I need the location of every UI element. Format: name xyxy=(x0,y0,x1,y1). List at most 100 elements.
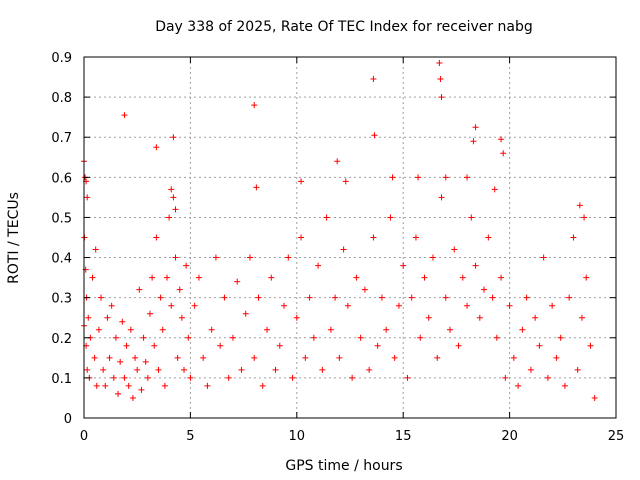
data-point xyxy=(306,294,313,301)
data-point xyxy=(91,354,98,361)
data-point xyxy=(123,342,130,349)
data-point xyxy=(251,102,258,109)
data-point xyxy=(336,354,343,361)
data-point xyxy=(389,174,396,181)
data-point xyxy=(144,374,151,381)
data-point xyxy=(523,294,530,301)
data-point xyxy=(527,366,534,373)
data-point xyxy=(140,334,147,341)
data-point xyxy=(191,302,198,309)
y-tick-label: 0.8 xyxy=(51,91,72,106)
data-point xyxy=(370,76,377,83)
data-point xyxy=(391,354,398,361)
data-point xyxy=(104,314,111,321)
data-point xyxy=(85,314,92,321)
data-point xyxy=(437,76,444,83)
data-point xyxy=(251,354,258,361)
y-tick-label: 0.3 xyxy=(51,292,72,307)
data-point xyxy=(298,178,305,185)
data-point xyxy=(168,186,175,193)
data-point xyxy=(349,374,356,381)
data-point xyxy=(212,254,219,261)
data-point xyxy=(515,382,522,389)
data-point xyxy=(119,318,126,325)
data-point xyxy=(159,326,166,333)
data-point xyxy=(570,234,577,241)
data-point xyxy=(417,334,424,341)
data-point xyxy=(242,310,249,317)
data-point xyxy=(576,202,583,209)
data-point xyxy=(281,302,288,309)
data-point xyxy=(323,214,330,221)
data-point xyxy=(566,294,573,301)
data-point xyxy=(132,354,139,361)
data-point xyxy=(408,294,415,301)
data-point xyxy=(108,302,115,309)
data-point xyxy=(583,274,590,281)
data-point xyxy=(89,274,96,281)
data-point xyxy=(342,178,349,185)
data-point xyxy=(268,274,275,281)
grid-lines xyxy=(84,57,616,418)
data-point xyxy=(332,294,339,301)
y-tick-label: 0.4 xyxy=(51,252,72,267)
data-point xyxy=(436,60,443,67)
data-point xyxy=(366,366,373,373)
data-point xyxy=(136,286,143,293)
data-point xyxy=(138,386,145,393)
data-point xyxy=(146,310,153,317)
data-point xyxy=(442,294,449,301)
data-point xyxy=(272,366,279,373)
data-point xyxy=(178,314,185,321)
data-point xyxy=(129,394,136,401)
data-point xyxy=(195,274,202,281)
x-axis-label: GPS time / hours xyxy=(285,458,402,474)
data-point xyxy=(221,294,228,301)
x-tick-label: 10 xyxy=(289,429,306,444)
data-point xyxy=(176,286,183,293)
data-point xyxy=(319,366,326,373)
data-point xyxy=(455,342,462,349)
data-point xyxy=(378,294,385,301)
y-tick-label: 0.6 xyxy=(51,171,72,186)
data-point xyxy=(587,342,594,349)
data-point xyxy=(472,124,479,131)
data-point xyxy=(125,382,132,389)
data-point xyxy=(421,274,428,281)
data-point xyxy=(255,294,262,301)
y-tick-label: 0.7 xyxy=(51,131,72,146)
y-tick-label: 0.5 xyxy=(51,211,72,226)
x-tick-label: 20 xyxy=(501,429,518,444)
data-point xyxy=(289,374,296,381)
data-point xyxy=(519,326,526,333)
x-tick-label: 15 xyxy=(395,429,412,444)
data-points xyxy=(81,60,598,401)
data-point xyxy=(506,302,513,309)
data-point xyxy=(264,326,271,333)
data-point xyxy=(415,174,422,181)
data-point xyxy=(172,254,179,261)
y-axis-label: ROTI / TECUs xyxy=(6,192,22,284)
data-point xyxy=(442,174,449,181)
data-point xyxy=(489,294,496,301)
data-point xyxy=(200,354,207,361)
data-point xyxy=(181,366,188,373)
data-point xyxy=(163,274,170,281)
data-point xyxy=(174,354,181,361)
data-point xyxy=(187,374,194,381)
data-point xyxy=(153,234,160,241)
data-point xyxy=(468,214,475,221)
data-point xyxy=(544,374,551,381)
data-point xyxy=(536,342,543,349)
data-point xyxy=(361,286,368,293)
data-point xyxy=(110,374,117,381)
data-point xyxy=(425,314,432,321)
data-point xyxy=(574,366,581,373)
data-point xyxy=(327,326,334,333)
data-point xyxy=(371,132,378,139)
data-point xyxy=(532,314,539,321)
data-point xyxy=(98,294,105,301)
data-point xyxy=(234,278,241,285)
data-point xyxy=(540,254,547,261)
